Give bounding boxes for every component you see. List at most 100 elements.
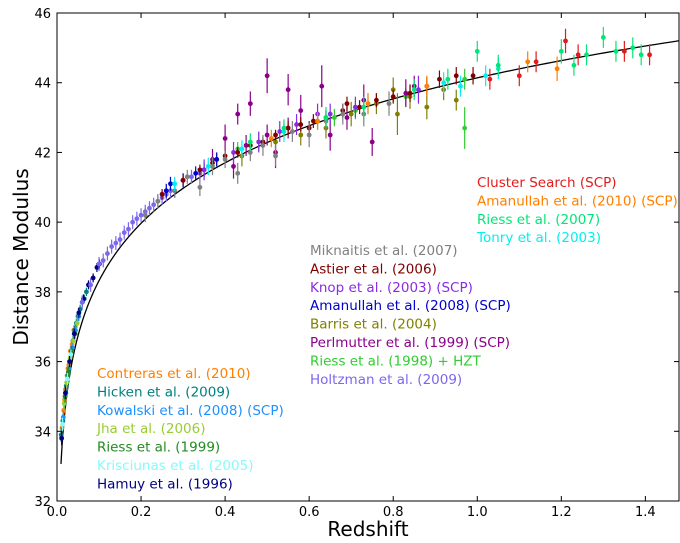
- data-point: [163, 188, 169, 194]
- legend-entry: Cluster Search (SCP): [477, 175, 617, 191]
- legend-entry: Kowalski et al. (2008) (SCP): [97, 403, 284, 419]
- data-point: [424, 104, 430, 110]
- data-point: [437, 76, 442, 82]
- data-point: [90, 275, 96, 281]
- data-point: [327, 111, 333, 117]
- data-point: [462, 125, 468, 131]
- legend-entry: Barris et al. (2004): [310, 317, 437, 333]
- data-point: [495, 62, 501, 68]
- data-point: [84, 289, 89, 295]
- data-point: [74, 320, 80, 326]
- data-point: [516, 73, 522, 79]
- legend-entry: Krisciunas et al. (2005): [97, 458, 253, 474]
- data-point: [315, 118, 320, 124]
- data-point: [554, 66, 560, 72]
- data-point: [76, 310, 82, 316]
- data-point: [214, 157, 220, 162]
- data-point: [88, 282, 94, 288]
- data-point: [395, 111, 400, 117]
- x-axis-title: Redshift: [327, 517, 408, 541]
- data-point: [138, 212, 144, 218]
- data-point: [361, 104, 367, 110]
- data-point: [285, 87, 291, 93]
- data-point: [374, 97, 379, 103]
- data-point: [340, 111, 346, 117]
- x-tick-label: 0.2: [131, 505, 152, 520]
- legend-entry: Astier et al. (2006): [310, 261, 437, 277]
- data-point: [344, 115, 350, 120]
- data-point: [357, 104, 362, 110]
- data-point: [61, 401, 67, 406]
- data-point: [458, 83, 463, 89]
- data-point: [289, 129, 295, 134]
- data-point: [390, 94, 396, 100]
- data-point: [260, 143, 266, 148]
- x-tick-label: 1.2: [551, 505, 572, 520]
- data-point: [113, 240, 119, 246]
- data-point: [416, 87, 421, 93]
- legend-group-2: Contreras et al. (2010) Hicken et al. (20…: [96, 366, 284, 492]
- series-15: [172, 58, 501, 191]
- data-points-layer: [58, 26, 652, 446]
- legend-layer: Cluster Search (SCP) Amanullah et al. (20…: [96, 175, 678, 492]
- data-point: [105, 251, 110, 256]
- x-tick-label: 1.0: [467, 505, 488, 520]
- legend-entry: Perlmutter et al. (1999) (SCP): [310, 335, 510, 351]
- data-point: [310, 118, 316, 124]
- data-point: [68, 352, 74, 357]
- series-12: [201, 75, 421, 181]
- y-tick-label: 38: [34, 286, 51, 301]
- data-point: [306, 132, 312, 138]
- legend-entry: Hicken et al. (2009): [97, 384, 230, 400]
- data-point: [411, 87, 417, 93]
- x-tick-label: 0.6: [299, 505, 320, 520]
- legend-group-0: Cluster Search (SCP) Amanullah et al. (20…: [476, 175, 678, 246]
- data-point: [424, 83, 430, 89]
- data-point: [273, 139, 278, 145]
- data-point: [193, 170, 199, 176]
- data-point: [60, 421, 65, 427]
- data-point: [445, 76, 451, 82]
- y-tick-label: 40: [34, 216, 51, 231]
- legend-entry: Contreras et al. (2010): [97, 366, 251, 382]
- data-point: [117, 237, 123, 242]
- data-point: [533, 59, 539, 65]
- data-point: [247, 101, 253, 107]
- data-point: [205, 163, 211, 169]
- data-point: [239, 146, 245, 152]
- legend-entry: Amanullah et al. (2008) (SCP): [310, 298, 511, 314]
- data-point: [197, 167, 203, 173]
- axes-frame: [56, 12, 680, 502]
- data-point: [243, 143, 249, 148]
- data-point: [222, 157, 228, 162]
- data-point: [327, 132, 333, 138]
- data-point: [172, 181, 178, 187]
- legend-entry: Miknaitis et al. (2007): [310, 243, 458, 259]
- data-point: [247, 150, 253, 155]
- data-point: [59, 435, 65, 441]
- data-point: [264, 132, 270, 138]
- data-point: [67, 359, 73, 364]
- data-point: [155, 198, 161, 204]
- data-point: [184, 174, 190, 180]
- data-point: [159, 191, 165, 197]
- data-point: [63, 390, 68, 396]
- data-point: [231, 163, 236, 169]
- data-point: [352, 104, 358, 110]
- data-point: [487, 76, 493, 82]
- data-point: [621, 48, 627, 54]
- data-point: [285, 125, 291, 131]
- data-point: [348, 111, 354, 117]
- data-point: [168, 181, 173, 187]
- data-point: [100, 258, 106, 263]
- data-point: [147, 205, 152, 211]
- data-point: [630, 45, 636, 51]
- data-point: [323, 115, 329, 120]
- data-point: [126, 226, 131, 232]
- data-point: [189, 174, 194, 180]
- y-tick-label: 46: [34, 7, 51, 22]
- data-point: [575, 52, 581, 58]
- data-point: [79, 299, 85, 305]
- data-point: [134, 216, 140, 222]
- legend-entry: Jha et al. (2006): [96, 421, 206, 437]
